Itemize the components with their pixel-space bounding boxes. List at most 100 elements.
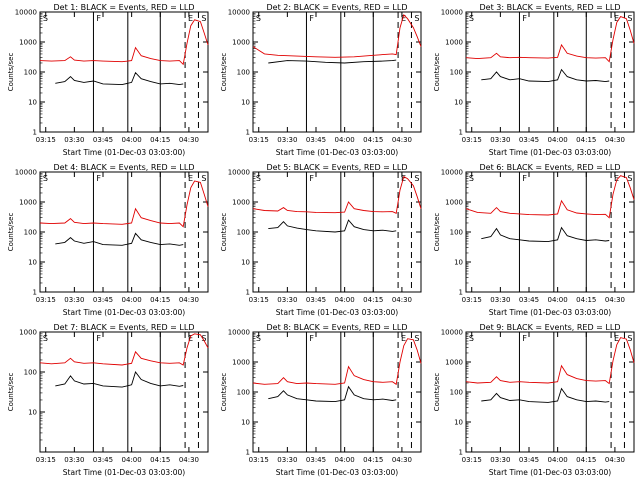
x-tick-label: 03:30 bbox=[277, 456, 297, 464]
x-tick-label: 04:30 bbox=[179, 296, 199, 304]
y-axis-label: Counts/sec bbox=[433, 53, 441, 92]
y-axis-label: Counts/sec bbox=[7, 373, 15, 412]
interval-marker-label: S bbox=[469, 14, 474, 23]
y-tick-label: 10 bbox=[28, 259, 37, 267]
series-line-events bbox=[481, 68, 610, 83]
y-tick-label: 100 bbox=[450, 389, 463, 397]
chart-title: Det 5: BLACK = Events, RED = LLD bbox=[267, 163, 408, 172]
interval-marker-label: E bbox=[401, 334, 406, 343]
detector-panel-9: Det 9: BLACK = Events, RED = LLD Counts/s… bbox=[433, 323, 635, 477]
y-tick-label: 100 bbox=[24, 229, 37, 237]
x-tick-label: 04:15 bbox=[150, 136, 170, 144]
interval-marker-label: F bbox=[522, 174, 527, 183]
x-tick-label: 04:30 bbox=[605, 296, 625, 304]
plot-frame bbox=[252, 331, 422, 453]
interval-marker-label: S bbox=[43, 334, 48, 343]
x-axis-label: Start Time (01-Dec-03 03:03:00) bbox=[489, 468, 611, 477]
detector-panel-2: Det 2: BLACK = Events, RED = LLD Counts/s… bbox=[220, 3, 422, 157]
series-line-lld bbox=[465, 337, 635, 385]
interval-marker-label: E bbox=[188, 334, 193, 343]
chart-title: Det 3: BLACK = Events, RED = LLD bbox=[480, 3, 621, 12]
y-tick-label: 10 bbox=[454, 259, 463, 267]
interval-marker-label: E bbox=[188, 14, 193, 23]
y-tick-label: 1 bbox=[246, 449, 250, 457]
x-tick-label: 04:15 bbox=[150, 296, 170, 304]
y-tick-label: 10 bbox=[454, 419, 463, 427]
interval-marker-label: F bbox=[309, 334, 314, 343]
x-tick-label: 03:45 bbox=[306, 136, 326, 144]
chart-title: Det 4: BLACK = Events, RED = LLD bbox=[54, 163, 195, 172]
interval-marker-label: S bbox=[256, 334, 261, 343]
y-tick-label: 1000 bbox=[232, 359, 250, 367]
x-tick-label: 04:00 bbox=[548, 136, 568, 144]
x-tick-label: 04:15 bbox=[363, 136, 383, 144]
y-tick-label: 1 bbox=[246, 289, 250, 297]
interval-marker-label: S bbox=[627, 14, 632, 23]
y-tick-label: 100 bbox=[450, 229, 463, 237]
interval-marker-label: S bbox=[414, 14, 419, 23]
series-line-events bbox=[55, 232, 184, 246]
y-tick-label: 10 bbox=[28, 99, 37, 107]
x-tick-label: 04:00 bbox=[122, 456, 142, 464]
y-tick-label: 1 bbox=[246, 129, 250, 137]
series-line-events bbox=[268, 219, 397, 233]
y-axis-label: Counts/sec bbox=[220, 213, 228, 252]
x-tick-label: 04:30 bbox=[392, 296, 412, 304]
chart-title: Det 1: BLACK = Events, RED = LLD bbox=[54, 3, 195, 12]
x-axis-label: Start Time (01-Dec-03 03:03:00) bbox=[63, 468, 185, 477]
x-tick-label: 04:00 bbox=[122, 136, 142, 144]
x-axis-label: Start Time (01-Dec-03 03:03:00) bbox=[276, 148, 398, 157]
y-axis-label: Counts/sec bbox=[220, 373, 228, 412]
detector-panel-4: Det 4: BLACK = Events, RED = LLD Counts/s… bbox=[7, 163, 209, 317]
series-line-events bbox=[268, 385, 397, 403]
y-axis-label: Counts/sec bbox=[7, 213, 15, 252]
interval-marker-label: S bbox=[414, 334, 419, 343]
interval-marker-label: S bbox=[256, 174, 261, 183]
series-line-lld bbox=[252, 175, 422, 214]
series-line-lld bbox=[39, 333, 209, 366]
y-tick-label: 100 bbox=[24, 69, 37, 77]
y-tick-label: 10 bbox=[241, 419, 250, 427]
detector-panel-6: Det 6: BLACK = Events, RED = LLD Counts/s… bbox=[433, 163, 635, 317]
x-tick-label: 04:00 bbox=[335, 296, 355, 304]
series-line-lld bbox=[252, 338, 422, 386]
series-line-events bbox=[481, 226, 610, 243]
x-tick-label: 03:30 bbox=[490, 296, 510, 304]
interval-marker-label: S bbox=[43, 174, 48, 183]
series-line-events bbox=[55, 71, 184, 86]
x-tick-label: 03:30 bbox=[490, 456, 510, 464]
y-tick-label: 100 bbox=[237, 389, 250, 397]
x-tick-label: 04:00 bbox=[122, 296, 142, 304]
y-tick-label: 1000 bbox=[232, 199, 250, 207]
y-axis-label: Counts/sec bbox=[433, 373, 441, 412]
interval-marker-label: S bbox=[201, 334, 206, 343]
y-axis-label: Counts/sec bbox=[7, 53, 15, 92]
x-tick-label: 03:15 bbox=[249, 456, 269, 464]
x-tick-label: 04:00 bbox=[548, 456, 568, 464]
x-tick-label: 04:15 bbox=[576, 296, 596, 304]
interval-marker-label: F bbox=[522, 14, 527, 23]
series-line-lld bbox=[252, 14, 422, 58]
x-tick-label: 04:15 bbox=[363, 296, 383, 304]
x-axis-label: Start Time (01-Dec-03 03:03:00) bbox=[489, 308, 611, 317]
x-tick-label: 04:15 bbox=[150, 456, 170, 464]
y-tick-label: 1000 bbox=[445, 359, 463, 367]
interval-marker-label: S bbox=[627, 334, 632, 343]
x-axis-label: Start Time (01-Dec-03 03:03:00) bbox=[276, 308, 398, 317]
y-axis-label: Counts/sec bbox=[220, 53, 228, 92]
plot-frame bbox=[39, 11, 209, 133]
interval-marker-label: S bbox=[627, 174, 632, 183]
x-tick-label: 04:30 bbox=[179, 136, 199, 144]
y-tick-label: 10000 bbox=[228, 329, 250, 337]
interval-marker-label: S bbox=[414, 174, 419, 183]
x-tick-label: 03:45 bbox=[93, 296, 113, 304]
x-tick-label: 04:30 bbox=[605, 136, 625, 144]
x-tick-label: 04:00 bbox=[548, 296, 568, 304]
y-tick-label: 100 bbox=[237, 229, 250, 237]
y-tick-label: 10 bbox=[28, 409, 37, 417]
x-tick-label: 03:15 bbox=[462, 296, 482, 304]
chart-title: Det 9: BLACK = Events, RED = LLD bbox=[480, 323, 621, 332]
x-tick-label: 04:30 bbox=[392, 456, 412, 464]
x-tick-label: 03:45 bbox=[519, 456, 539, 464]
interval-marker-label: E bbox=[188, 174, 193, 183]
